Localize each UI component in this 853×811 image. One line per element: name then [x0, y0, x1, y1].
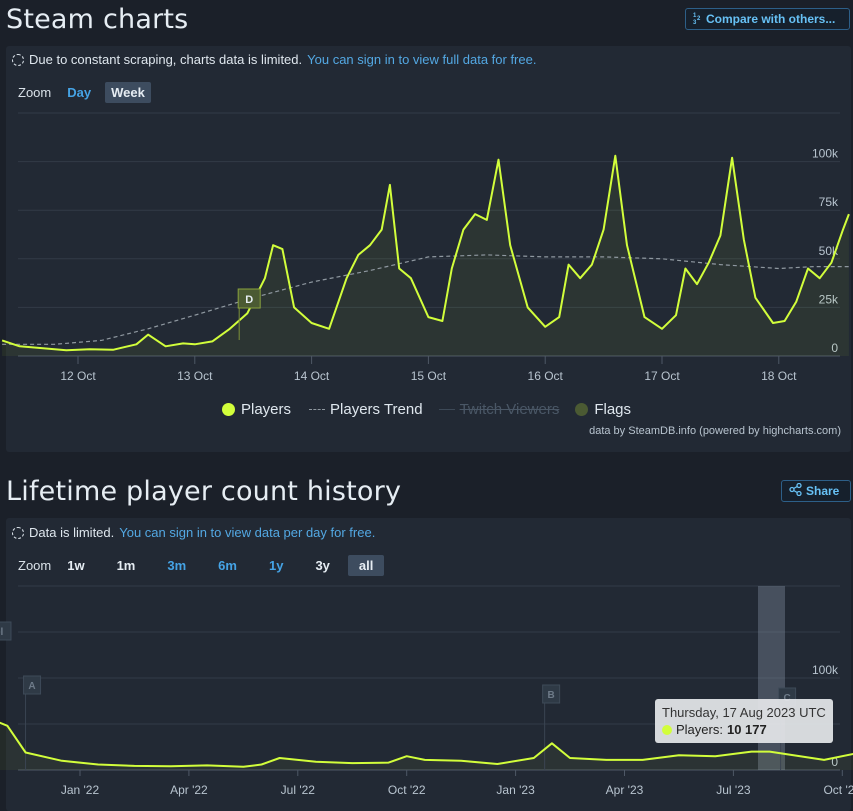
- notice-text: Due to constant scraping, charts data is…: [29, 52, 303, 67]
- svg-text:2: 2: [697, 16, 701, 22]
- zoom-6m-button[interactable]: 6m: [218, 558, 237, 573]
- players-line: [1, 154, 850, 352]
- y-tick-label: 75k: [819, 195, 839, 209]
- x-tick-label: 12 Oct: [60, 369, 96, 383]
- chart-legend: Players Players Trend Twitch Viewers Fla…: [222, 401, 631, 418]
- zoom-1y-button[interactable]: 1y: [268, 558, 284, 573]
- lifetime-zoom-row: Zoom 1w 1m 3m 6m 1y 3y all: [18, 555, 392, 576]
- legend-flags[interactable]: Flags: [575, 401, 631, 418]
- legend-players-label: Players: [241, 401, 292, 418]
- flag-box: [542, 684, 561, 704]
- x-tick-label: Jul '22: [281, 783, 316, 797]
- tooltip-series: Players:: [676, 722, 723, 737]
- loading-circle-icon: [12, 53, 24, 66]
- lifetime-notice-text: Data is limited.: [29, 525, 115, 540]
- loading-circle-icon: [12, 526, 24, 539]
- players-dot-icon: [222, 403, 235, 416]
- players-trend-line: [2, 254, 849, 345]
- x-tick-label: Oct '22: [388, 783, 426, 797]
- x-tick-label: Jan '23: [496, 783, 535, 797]
- x-tick-label: 16 Oct: [528, 369, 564, 383]
- x-tick-label: Jan '22: [61, 783, 100, 797]
- share-label: Share: [806, 484, 840, 498]
- zoom-1m-button[interactable]: 1m: [116, 558, 136, 573]
- flag-label: A: [28, 681, 35, 692]
- legend-trend[interactable]: Players Trend: [309, 401, 423, 418]
- x-tick-label: 17 Oct: [644, 369, 680, 383]
- chart-credit: data by SteamDB.info (powered by highcha…: [589, 425, 841, 437]
- zoom-week-button[interactable]: Week: [105, 82, 151, 103]
- tooltip-value: 10 177: [726, 722, 767, 737]
- x-tick-label: 13 Oct: [177, 369, 213, 383]
- x-tick-label: Oct '23: [823, 783, 853, 797]
- tooltip-value-row: Players: 10 177: [662, 722, 826, 737]
- tooltip-date: Thursday, 17 Aug 2023 UTC: [662, 705, 826, 720]
- y-tick-label: 100k: [812, 663, 839, 677]
- flag-label: Rel: [0, 627, 3, 638]
- flag-box: [237, 288, 261, 309]
- lifetime-panel: [6, 518, 851, 811]
- compare-label: Compare with others...: [706, 12, 836, 26]
- zoom-row: Zoom Day Week: [18, 82, 159, 103]
- zoom-3y-button[interactable]: 3y: [315, 558, 330, 573]
- legend-twitch[interactable]: Twitch Viewers: [438, 401, 560, 418]
- lifetime-title: Lifetime player count history: [6, 476, 402, 507]
- x-tick-label: Jul '23: [716, 783, 751, 797]
- y-tick-label: 25k: [819, 292, 839, 306]
- flags-dot-icon: [575, 403, 589, 416]
- twitch-line-icon: [438, 409, 455, 410]
- steam-charts-panel: [6, 46, 851, 452]
- zoom-3m-button[interactable]: 3m: [167, 558, 187, 573]
- x-tick-label: 18 Oct: [761, 369, 797, 383]
- legend-players[interactable]: Players: [222, 401, 291, 418]
- y-tick-label: 0: [831, 341, 838, 355]
- chart-tooltip: Thursday, 17 Aug 2023 UTC Players: 10 17…: [655, 699, 833, 743]
- zoom-label: Zoom: [18, 85, 52, 100]
- svg-text:3: 3: [693, 20, 697, 24]
- x-tick-label: Apr '23: [606, 783, 644, 797]
- x-tick-label: Apr '22: [170, 783, 208, 797]
- zoom-1w-button[interactable]: 1w: [67, 558, 85, 573]
- share-icon: [789, 482, 802, 499]
- legend-flags-label: Flags: [594, 401, 632, 418]
- x-tick-label: 14 Oct: [294, 369, 330, 383]
- zoom-day-button[interactable]: Day: [67, 85, 92, 100]
- zoom-all-button[interactable]: all: [347, 555, 385, 576]
- flag-box: [23, 675, 42, 695]
- lifetime-zoom-label: Zoom: [18, 558, 52, 573]
- legend-trend-label: Players Trend: [330, 401, 423, 418]
- flag-label: D: [245, 294, 253, 306]
- y-tick-label: 100k: [812, 147, 839, 161]
- lifetime-sign-in-link[interactable]: You can sign in to view data per day for…: [119, 525, 376, 540]
- players-area: [2, 155, 849, 356]
- steam-charts-title: Steam charts: [6, 4, 189, 35]
- x-tick-label: 15 Oct: [411, 369, 447, 383]
- y-tick-label: 0: [831, 755, 838, 769]
- limited-notice: Due to constant scraping, charts data is…: [12, 52, 536, 67]
- legend-twitch-label: Twitch Viewers: [459, 401, 560, 418]
- flag-label: B: [548, 690, 555, 701]
- tooltip-dot-icon: [662, 724, 672, 735]
- sign-in-link[interactable]: You can sign in to view full data for fr…: [307, 52, 537, 67]
- flag-box: [0, 621, 12, 641]
- lifetime-notice: Data is limited. You can sign in to view…: [12, 525, 375, 540]
- flag-label: C: [783, 693, 790, 704]
- trend-dash-icon: [309, 409, 326, 410]
- players-line: [0, 721, 853, 768]
- svg-text:1: 1: [693, 13, 697, 19]
- share-button[interactable]: Share: [781, 480, 851, 502]
